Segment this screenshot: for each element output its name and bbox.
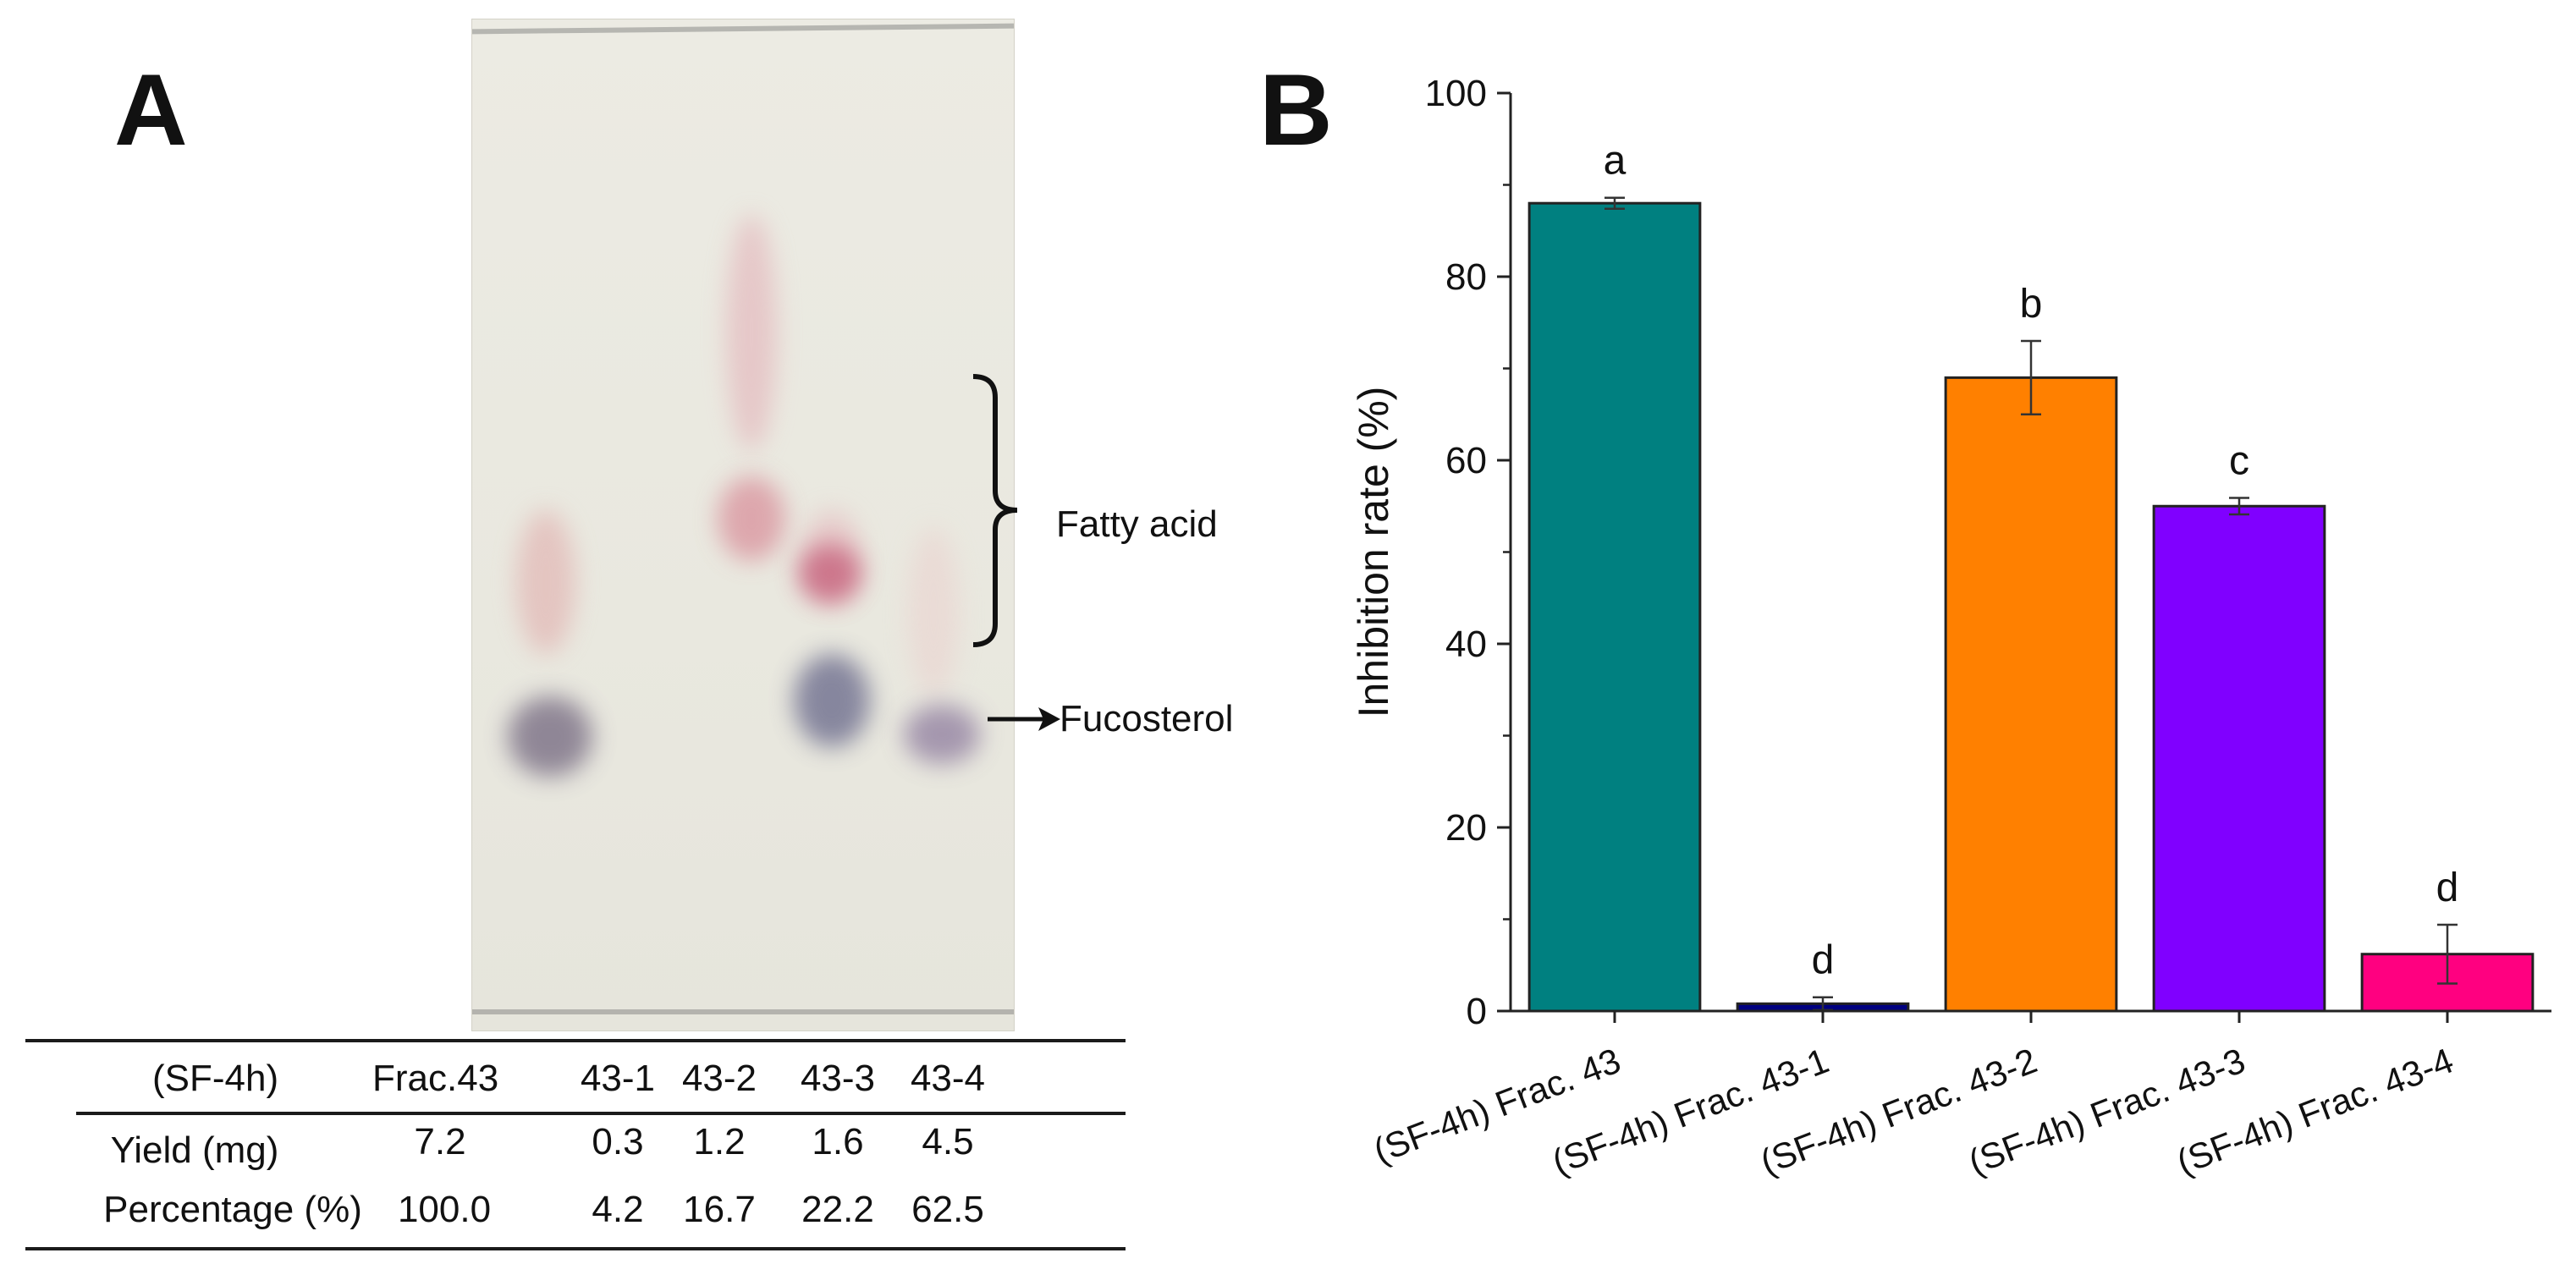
fucosterol-arrow-icon <box>988 707 1060 731</box>
table-column-header: 43-3 <box>800 1058 876 1099</box>
table-cell: 4.5 <box>922 1121 974 1162</box>
significance-letter: c <box>2229 438 2249 483</box>
inhibition-rate-bar-chart: a(SF-4h) Frac. 43d(SF-4h) Frac. 43-1b(SF… <box>1350 73 2551 1182</box>
table-bottom-rule <box>25 1247 1126 1250</box>
fatty-acid-bracket-icon <box>972 374 1018 647</box>
y-tick-label: 20 <box>1445 807 1487 849</box>
table-cell: 7.2 <box>414 1121 466 1162</box>
table-row-label: Percentage (%) <box>103 1189 362 1230</box>
bar <box>2152 504 2326 1013</box>
fucosterol-label: Fucosterol <box>1060 698 1234 739</box>
table-cell: 16.7 <box>683 1189 756 1230</box>
table-cell: 22.2 <box>801 1189 874 1230</box>
table-column-header: 43-1 <box>580 1058 656 1099</box>
significance-letter: d <box>2436 866 2459 910</box>
fatty-acid-label: Fatty acid <box>1056 503 1218 545</box>
table-column-header: Frac.43 <box>372 1058 499 1099</box>
significance-letter: b <box>2020 282 2043 327</box>
significance-letter: a <box>1604 139 1627 184</box>
y-tick-label: 40 <box>1445 624 1487 665</box>
table-cell: 100.0 <box>397 1189 492 1230</box>
bar <box>1944 376 2118 1013</box>
y-tick-label: 80 <box>1445 256 1487 298</box>
table-cell: 0.3 <box>592 1121 644 1162</box>
table-cell: 62.5 <box>911 1189 984 1230</box>
table-top-rule <box>25 1039 1126 1042</box>
y-tick-label: 0 <box>1467 991 1487 1032</box>
y-axis-label: Inhibition rate (%) <box>1350 387 1397 718</box>
yield-table: (SF-4h) Frac.43 43-1 43-2 43-3 43-4 Yiel… <box>25 1039 1126 1250</box>
table-cell: 1.2 <box>693 1121 746 1162</box>
bar <box>1527 201 1702 1013</box>
table-cell: 1.6 <box>812 1121 864 1162</box>
y-tick-label: 100 <box>1425 73 1487 114</box>
panel-b-letter: B <box>1259 53 1333 167</box>
table-column-header: 43-4 <box>910 1058 986 1099</box>
panel-a-letter: A <box>114 53 188 167</box>
table-column-header: 43-2 <box>681 1058 757 1099</box>
table-row-label: Yield (mg) <box>110 1129 279 1171</box>
y-tick-label: 60 <box>1445 440 1487 481</box>
tlc-plate-image <box>471 19 1015 1031</box>
significance-letter: d <box>1812 938 1835 983</box>
table-cell: 4.2 <box>592 1189 644 1230</box>
table-header-label: (SF-4h) <box>152 1058 279 1099</box>
table-mid-rule <box>76 1112 1126 1115</box>
